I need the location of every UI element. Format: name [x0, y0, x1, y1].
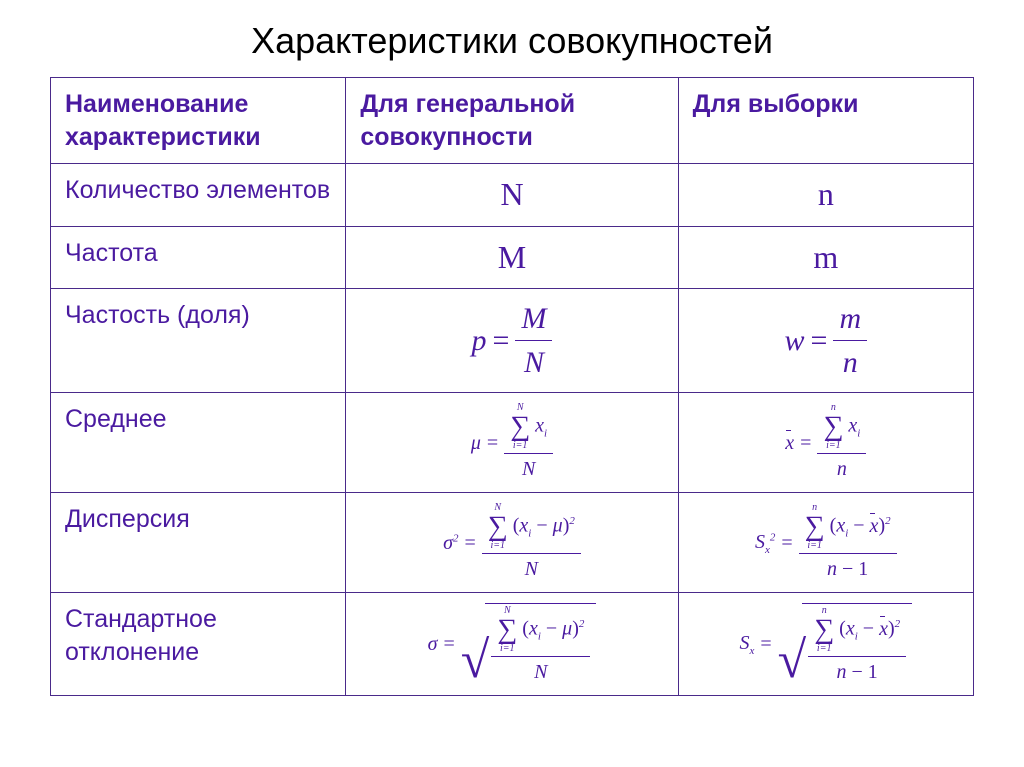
row-name-count: Количество элементов	[51, 164, 346, 227]
stats-table: Наименование характеристики Для генераль…	[50, 77, 974, 696]
cell-prop-samp: w= mn	[678, 289, 973, 393]
cell-prop-pop: p= MN	[346, 289, 678, 393]
table-row: Дисперсия σ2= N∑i=1 (xi − μ)2 N	[51, 493, 974, 593]
row-name-var: Дисперсия	[51, 493, 346, 593]
cell-count-pop: N	[346, 164, 678, 227]
cell-count-samp: n	[678, 164, 973, 227]
cell-std-pop: σ= √ N∑i=1 (xi − μ)2 N	[346, 593, 678, 696]
table-row: Частота M m	[51, 226, 974, 289]
row-name-freq: Частота	[51, 226, 346, 289]
row-name-prop: Частость (доля)	[51, 289, 346, 393]
cell-var-pop: σ2= N∑i=1 (xi − μ)2 N	[346, 493, 678, 593]
table-row: Стандартное отклонение σ= √ N∑i=1 (xi − …	[51, 593, 974, 696]
table-row: Среднее μ= N∑i=1 xi N	[51, 393, 974, 493]
row-name-mean: Среднее	[51, 393, 346, 493]
cell-var-samp: Sx2= n∑i=1 (xi − x)2 n − 1	[678, 493, 973, 593]
cell-freq-pop: M	[346, 226, 678, 289]
page-title: Характеристики совокупностей	[50, 20, 974, 62]
table-header-row: Наименование характеристики Для генераль…	[51, 78, 974, 164]
header-population: Для генеральной совокупности	[346, 78, 678, 164]
header-sample: Для выборки	[678, 78, 973, 164]
row-name-std: Стандартное отклонение	[51, 593, 346, 696]
cell-std-samp: Sx= √ n∑i=1 (xi − x)2 n − 1	[678, 593, 973, 696]
cell-mean-pop: μ= N∑i=1 xi N	[346, 393, 678, 493]
cell-freq-samp: m	[678, 226, 973, 289]
header-name: Наименование характеристики	[51, 78, 346, 164]
table-row: Частость (доля) p= MN w= mn	[51, 289, 974, 393]
page: Характеристики совокупностей Наименовани…	[0, 0, 1024, 716]
table-row: Количество элементов N n	[51, 164, 974, 227]
cell-mean-samp: x= n∑i=1 xi n	[678, 393, 973, 493]
